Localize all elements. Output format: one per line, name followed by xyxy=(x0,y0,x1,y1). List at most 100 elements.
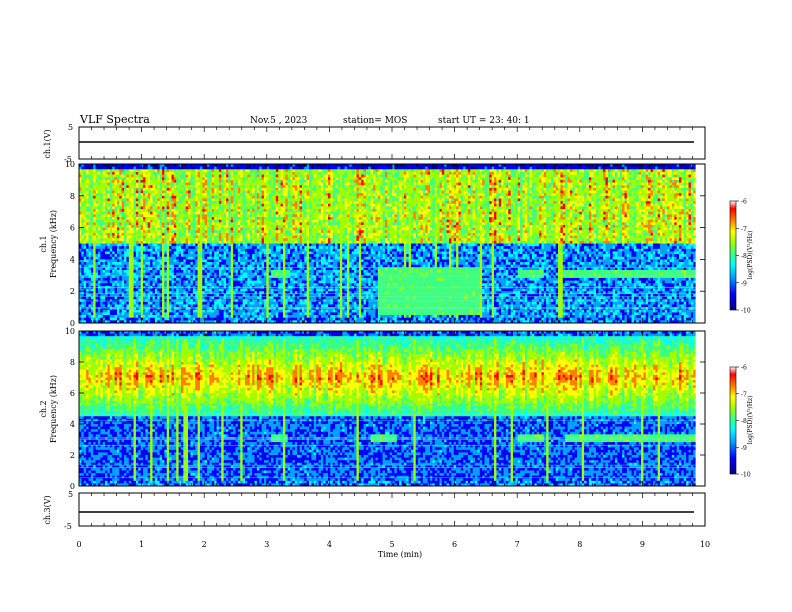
spectrogram-cell xyxy=(255,191,258,194)
spectrogram-cell xyxy=(219,228,222,231)
spectrogram-cell xyxy=(110,220,113,223)
spectrogram-cell xyxy=(136,246,139,249)
spectrogram-cell xyxy=(188,259,191,262)
spectrogram-cell xyxy=(145,241,148,244)
spectrogram-cell xyxy=(117,289,120,292)
spectrogram-cell xyxy=(266,222,269,225)
spectrogram-cell xyxy=(257,183,260,186)
spectrogram-cell xyxy=(200,315,203,318)
spectrogram-cell xyxy=(145,270,148,273)
spectrogram-cell xyxy=(84,191,87,194)
spectrogram-cell xyxy=(202,312,205,315)
spectrogram-cell xyxy=(174,259,177,262)
spectrogram-cell xyxy=(167,209,170,212)
spectrogram-cell xyxy=(252,289,255,292)
spectrogram-cell xyxy=(124,177,127,180)
spectrogram-cell xyxy=(217,315,220,318)
spectrogram-cell xyxy=(233,310,236,313)
spectrogram-cell xyxy=(122,302,125,305)
spectrogram-cell xyxy=(81,310,84,313)
spectrogram-cell xyxy=(160,167,163,170)
spectrogram-cell xyxy=(124,251,127,254)
spectrogram-cell xyxy=(240,249,243,252)
spectrogram-cell xyxy=(100,315,103,318)
spectrogram-cell xyxy=(84,204,87,207)
spectrogram-cell xyxy=(243,169,246,172)
spectrogram-cell xyxy=(202,169,205,172)
spectrogram-cell xyxy=(245,169,248,172)
spectrogram-cell xyxy=(188,204,191,207)
spectrogram-cell xyxy=(250,278,253,281)
spectrogram-cell xyxy=(155,230,158,233)
spectrogram-cell xyxy=(103,206,106,209)
spectrogram-cell xyxy=(195,318,198,321)
spectrogram-cell xyxy=(183,302,186,305)
spectrogram-cell xyxy=(186,172,189,175)
spectrogram-cell xyxy=(205,191,208,194)
spectrogram-cell xyxy=(84,281,87,284)
spectrogram-cell xyxy=(96,183,99,186)
spectrogram-cell xyxy=(243,278,246,281)
spectrogram-cell xyxy=(105,230,108,233)
spectrogram-cell xyxy=(183,241,186,244)
spectrogram-cell xyxy=(179,244,182,247)
spectrogram-cell xyxy=(174,273,177,276)
spectrogram-cell xyxy=(226,169,229,172)
spectrogram-cell xyxy=(115,297,118,300)
spectrogram-cell xyxy=(84,180,87,183)
spectrogram-cell xyxy=(138,230,141,233)
spectrogram-cell xyxy=(264,198,267,201)
spectrogram-cell xyxy=(155,191,158,194)
spectrogram-cell xyxy=(103,262,106,265)
spectrogram-cell xyxy=(119,244,122,247)
spectrogram-cell xyxy=(119,198,122,201)
spectrogram-cell xyxy=(205,249,208,252)
spectrogram-cell xyxy=(141,198,144,201)
spectrogram-cell xyxy=(126,302,129,305)
spectrogram-cell xyxy=(160,183,163,186)
spectrogram-cell xyxy=(233,225,236,228)
spectrogram-cell xyxy=(193,241,196,244)
spectrogram-cell xyxy=(262,230,265,233)
spectrogram-cell xyxy=(255,228,258,231)
spectrogram-cell xyxy=(217,281,220,284)
spectrogram-cell xyxy=(115,254,118,257)
spectrogram-cell xyxy=(195,297,198,300)
spectrogram-cell xyxy=(155,169,158,172)
spectrogram-cell xyxy=(171,259,174,262)
spectrogram-cell xyxy=(81,212,84,215)
spectrogram-cell xyxy=(245,180,248,183)
spectrogram-cell xyxy=(193,278,196,281)
spectrogram-cell xyxy=(160,249,163,252)
spectrogram-cell xyxy=(115,198,118,201)
spectrogram-cell xyxy=(138,193,141,196)
spectrogram-cell xyxy=(212,270,215,273)
spectrogram-cell xyxy=(231,312,234,315)
spectrogram-cell xyxy=(136,191,139,194)
spectrogram-cell xyxy=(188,175,191,178)
spectrogram-cell xyxy=(236,183,239,186)
spectrogram-cell xyxy=(91,228,94,231)
spectrogram-cell xyxy=(247,206,250,209)
spectrogram-cell xyxy=(91,254,94,257)
spectrogram-cell xyxy=(231,169,234,172)
spectrogram-cell xyxy=(148,241,151,244)
spectrogram-cell xyxy=(259,265,262,268)
spectrogram-cell xyxy=(134,249,137,252)
spectrogram-cell xyxy=(205,225,208,228)
spectrogram-cell xyxy=(221,310,224,313)
ch1-waveform-ylabel: ch.1(V) xyxy=(43,129,52,158)
spectrogram-cell xyxy=(96,273,99,276)
spectrogram-cell xyxy=(250,270,253,273)
spectrogram-cell xyxy=(186,241,189,244)
spectrogram-cell xyxy=(205,204,208,207)
spectrogram-cell xyxy=(96,217,99,220)
spectrogram-cell xyxy=(240,222,243,225)
spectrogram-cell xyxy=(86,304,89,307)
spectrogram-cell xyxy=(179,198,182,201)
spectrogram-cell xyxy=(200,209,203,212)
spectrogram-cell xyxy=(155,283,158,286)
spectrogram-cell xyxy=(245,175,248,178)
spectrogram-cell xyxy=(217,217,220,220)
spectrogram-cell xyxy=(255,257,258,260)
